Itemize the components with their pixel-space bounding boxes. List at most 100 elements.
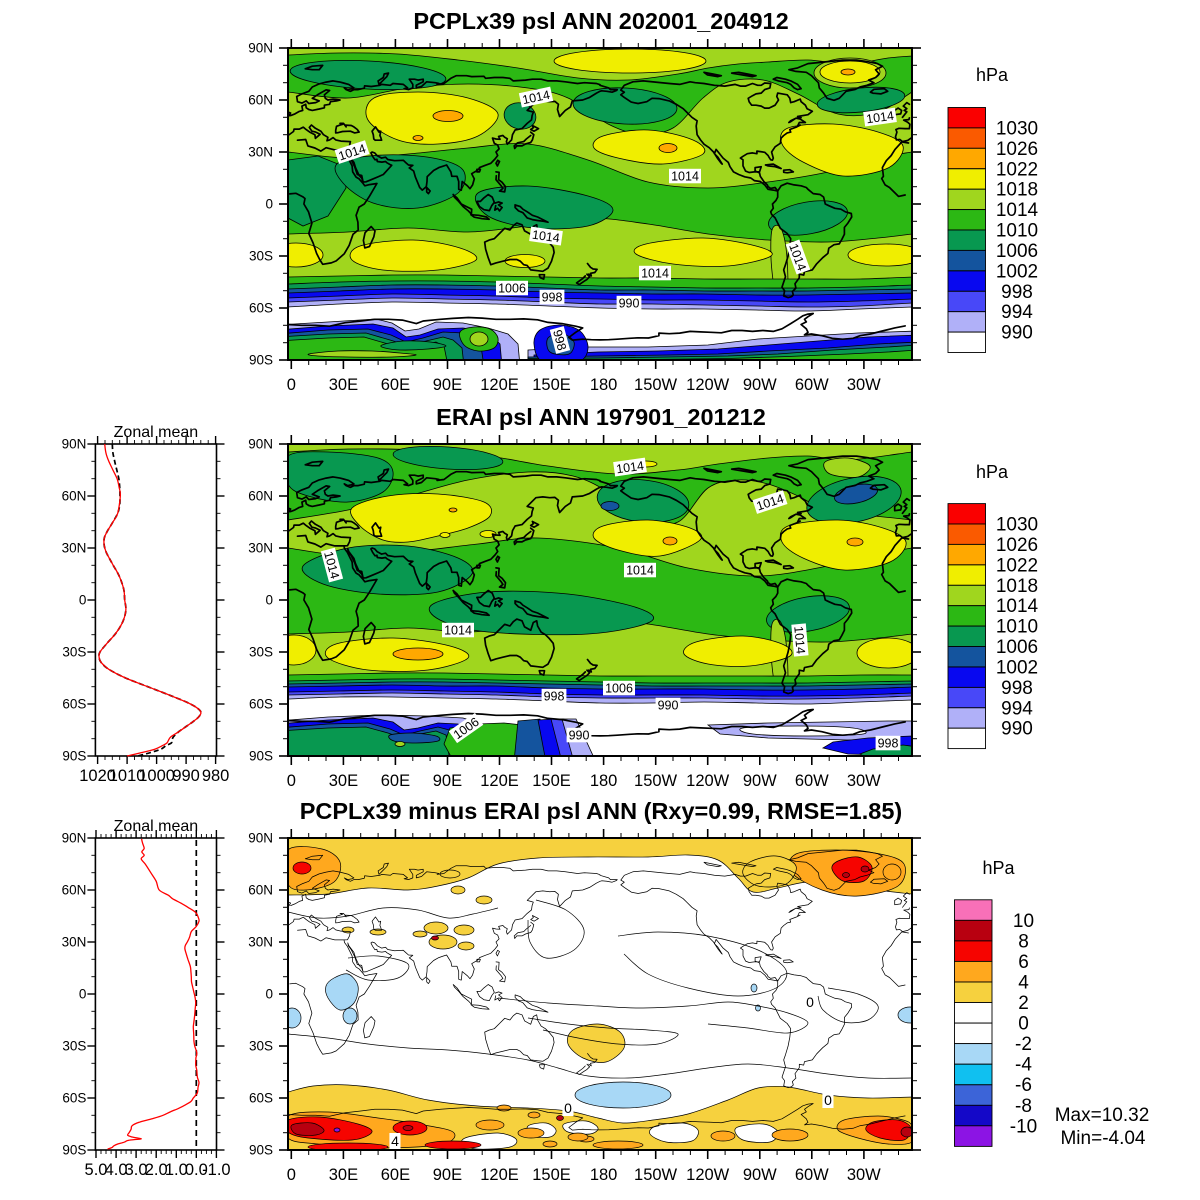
svg-text:994: 994 <box>1001 302 1033 323</box>
svg-text:1014: 1014 <box>521 88 551 107</box>
svg-text:1014: 1014 <box>996 596 1039 617</box>
svg-text:1014: 1014 <box>865 109 895 127</box>
svg-text:0: 0 <box>79 987 87 1002</box>
svg-text:hPa: hPa <box>976 462 1009 482</box>
svg-text:0: 0 <box>287 1166 296 1184</box>
svg-text:90N: 90N <box>248 437 273 452</box>
svg-text:3.0: 3.0 <box>125 1161 148 1179</box>
svg-text:0: 0 <box>287 772 296 790</box>
svg-text:1.0: 1.0 <box>165 1161 188 1179</box>
svg-text:0.0: 0.0 <box>185 1161 208 1179</box>
svg-text:30W: 30W <box>847 772 881 790</box>
svg-text:2.0: 2.0 <box>145 1161 168 1179</box>
svg-text:990: 990 <box>658 699 679 713</box>
svg-text:1014: 1014 <box>321 550 342 581</box>
svg-text:ERAI psl ANN 197901_201212: ERAI psl ANN 197901_201212 <box>436 404 766 430</box>
svg-text:1020: 1020 <box>79 767 116 785</box>
svg-text:60W: 60W <box>795 1166 829 1184</box>
svg-text:994: 994 <box>1001 698 1033 719</box>
svg-text:Zonal mean: Zonal mean <box>114 818 199 835</box>
svg-text:30W: 30W <box>847 1166 881 1184</box>
svg-text:Min=-4.04: Min=-4.04 <box>1060 1128 1145 1149</box>
svg-text:30N: 30N <box>248 145 273 160</box>
svg-text:998: 998 <box>878 737 899 751</box>
svg-text:1014: 1014 <box>671 170 699 184</box>
svg-text:30N: 30N <box>248 541 273 556</box>
svg-text:60N: 60N <box>62 883 87 898</box>
svg-text:1006: 1006 <box>996 637 1038 658</box>
svg-text:-6: -6 <box>1015 1075 1032 1096</box>
svg-text:-2: -2 <box>1015 1034 1032 1055</box>
svg-text:10: 10 <box>1013 911 1034 932</box>
svg-text:30E: 30E <box>329 376 358 394</box>
svg-text:180: 180 <box>590 1166 618 1184</box>
svg-text:0: 0 <box>806 994 814 1010</box>
svg-text:998: 998 <box>544 690 565 704</box>
svg-text:180: 180 <box>590 772 618 790</box>
svg-text:-4: -4 <box>1015 1055 1032 1076</box>
svg-text:1014: 1014 <box>444 624 472 638</box>
svg-text:30S: 30S <box>62 1039 86 1054</box>
svg-text:60N: 60N <box>62 489 87 504</box>
svg-text:hPa: hPa <box>976 65 1009 85</box>
svg-text:30N: 30N <box>62 541 87 556</box>
svg-text:30S: 30S <box>249 249 273 264</box>
svg-text:990: 990 <box>1001 323 1033 344</box>
svg-text:990: 990 <box>569 729 590 743</box>
svg-text:60S: 60S <box>249 697 273 712</box>
svg-text:1000: 1000 <box>138 767 175 785</box>
svg-text:120E: 120E <box>480 376 519 394</box>
svg-text:-10: -10 <box>1010 1116 1037 1137</box>
svg-text:60N: 60N <box>248 93 273 108</box>
svg-text:998: 998 <box>1001 678 1033 699</box>
svg-text:1014: 1014 <box>531 228 561 246</box>
svg-text:0: 0 <box>287 376 296 394</box>
svg-text:60N: 60N <box>248 489 273 504</box>
svg-text:30N: 30N <box>248 935 273 950</box>
svg-text:60E: 60E <box>381 1166 410 1184</box>
svg-text:1018: 1018 <box>996 576 1038 597</box>
svg-text:1006: 1006 <box>498 282 526 296</box>
svg-text:120E: 120E <box>480 1166 519 1184</box>
svg-text:60W: 60W <box>795 772 829 790</box>
svg-text:150E: 150E <box>532 376 571 394</box>
svg-text:2: 2 <box>1018 993 1029 1014</box>
svg-text:1014: 1014 <box>626 564 654 578</box>
svg-text:8: 8 <box>1018 931 1029 952</box>
svg-text:60S: 60S <box>249 1091 273 1106</box>
svg-text:90S: 90S <box>249 353 273 368</box>
svg-text:90S: 90S <box>249 1143 273 1158</box>
svg-text:120W: 120W <box>686 772 730 790</box>
svg-text:120E: 120E <box>480 772 519 790</box>
svg-text:1006: 1006 <box>605 682 633 696</box>
svg-text:90W: 90W <box>743 772 777 790</box>
svg-text:1026: 1026 <box>996 535 1038 556</box>
svg-text:1002: 1002 <box>996 658 1038 679</box>
svg-text:1006: 1006 <box>996 241 1038 262</box>
svg-text:90N: 90N <box>62 437 87 452</box>
svg-text:998: 998 <box>550 328 569 352</box>
svg-text:30E: 30E <box>329 772 358 790</box>
svg-text:4.0: 4.0 <box>105 1161 128 1179</box>
svg-text:120W: 120W <box>686 1166 730 1184</box>
svg-text:90W: 90W <box>743 1166 777 1184</box>
svg-text:0: 0 <box>265 593 273 608</box>
svg-text:90E: 90E <box>433 1166 462 1184</box>
svg-text:Max=10.32: Max=10.32 <box>1055 1105 1150 1126</box>
svg-text:30E: 30E <box>329 1166 358 1184</box>
svg-text:PCPLx39 minus ERAI psl ANN (Rx: PCPLx39 minus ERAI psl ANN (Rxy=0.99, RM… <box>300 798 903 824</box>
svg-text:60E: 60E <box>381 772 410 790</box>
svg-text:90N: 90N <box>248 41 273 56</box>
svg-text:1002: 1002 <box>996 261 1038 282</box>
svg-text:Zonal mean: Zonal mean <box>114 424 199 441</box>
svg-text:60W: 60W <box>795 376 829 394</box>
svg-text:1030: 1030 <box>996 118 1038 139</box>
svg-text:150W: 150W <box>634 1166 678 1184</box>
svg-text:0: 0 <box>265 197 273 212</box>
svg-text:150W: 150W <box>634 772 678 790</box>
svg-text:60S: 60S <box>62 697 86 712</box>
svg-text:60S: 60S <box>62 1091 86 1106</box>
svg-text:6: 6 <box>1018 952 1029 973</box>
svg-text:60N: 60N <box>248 883 273 898</box>
svg-text:90S: 90S <box>249 749 273 764</box>
